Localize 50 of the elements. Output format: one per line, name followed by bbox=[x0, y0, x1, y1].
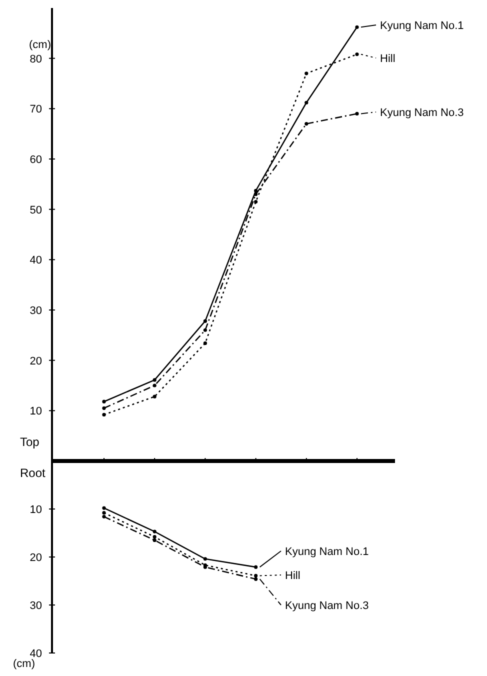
y-tick-label: 30 bbox=[30, 305, 42, 317]
y-tick-label: 70 bbox=[30, 104, 42, 116]
point bbox=[102, 506, 106, 510]
legend-label: Kyung Nam No.1 bbox=[285, 546, 369, 558]
legend-label: Kyung Nam No.1 bbox=[380, 20, 464, 32]
legend-label: Hill bbox=[285, 570, 300, 582]
point bbox=[102, 406, 106, 410]
point bbox=[152, 384, 156, 388]
point bbox=[254, 574, 258, 578]
point bbox=[152, 394, 156, 398]
point bbox=[355, 25, 359, 29]
point bbox=[102, 511, 106, 515]
point bbox=[304, 122, 308, 126]
y-tick-label: 20 bbox=[30, 552, 42, 564]
point bbox=[203, 328, 207, 332]
point bbox=[102, 400, 106, 404]
point bbox=[203, 557, 207, 561]
y-axis-title: (cm) bbox=[13, 658, 35, 670]
point bbox=[304, 100, 308, 104]
point bbox=[254, 192, 258, 196]
y-tick-label: 10 bbox=[30, 406, 42, 418]
point bbox=[152, 538, 156, 542]
y-tick-label: 40 bbox=[30, 648, 42, 660]
y-tick-label: 80 bbox=[30, 53, 42, 66]
point bbox=[152, 378, 156, 382]
y-tick-label: 20 bbox=[30, 355, 42, 368]
y-tick-label: 10 bbox=[30, 504, 42, 516]
y-axis-title: (cm) bbox=[29, 39, 51, 51]
point bbox=[203, 341, 207, 346]
y-tick-label: 30 bbox=[30, 600, 42, 612]
point bbox=[102, 412, 106, 416]
point bbox=[152, 530, 156, 534]
text: Root bbox=[20, 466, 46, 480]
point bbox=[102, 514, 106, 518]
point bbox=[254, 565, 258, 569]
point bbox=[254, 200, 258, 204]
point bbox=[152, 535, 156, 539]
y-tick-label: 50 bbox=[30, 204, 42, 216]
legend-label: Hill bbox=[380, 53, 396, 65]
point bbox=[203, 319, 207, 323]
text: Kyung Nam No.3 bbox=[285, 600, 369, 612]
point bbox=[254, 188, 258, 193]
point bbox=[304, 72, 308, 76]
point bbox=[254, 577, 258, 581]
point bbox=[355, 112, 359, 116]
y-tick-label: 40 bbox=[30, 254, 42, 267]
point bbox=[355, 52, 359, 56]
y-tick-label: 60 bbox=[30, 154, 42, 166]
legend-label: Kyung Nam No.3 bbox=[380, 107, 464, 119]
text: Top bbox=[20, 435, 40, 449]
